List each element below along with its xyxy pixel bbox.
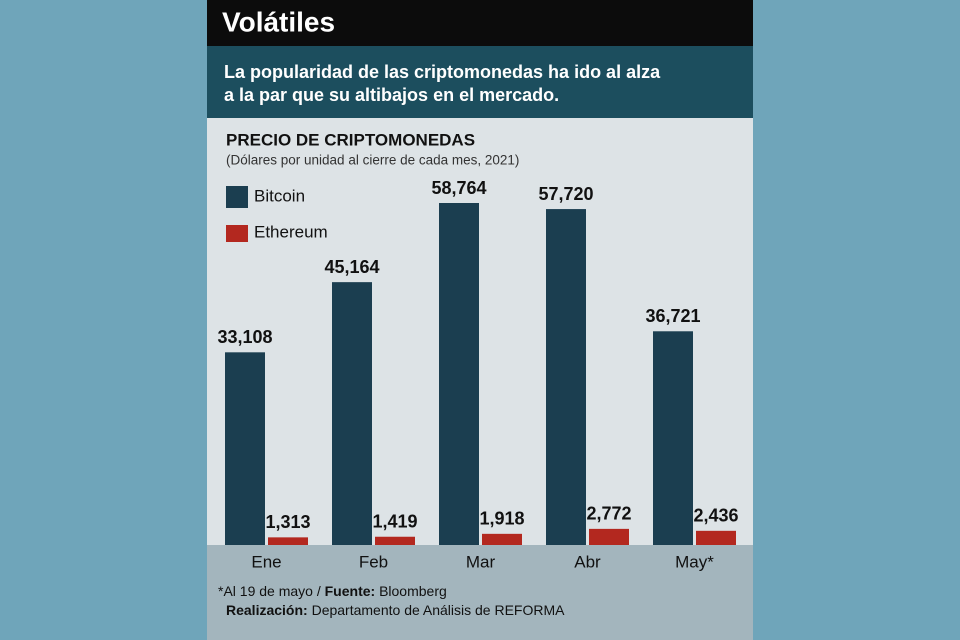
subtitle: La popularidad de las criptomonedas ha i…	[224, 62, 661, 82]
x-tick-label: Feb	[359, 552, 388, 571]
footnote-note: *Al 19 de mayo /	[218, 583, 325, 599]
credit-text: Departamento de Análisis de REFORMA	[308, 602, 565, 618]
units-note: (Dólares por unidad al cierre de cada me…	[226, 153, 519, 168]
bar	[332, 282, 372, 545]
bar	[696, 530, 736, 545]
legend-label: Bitcoin	[254, 186, 305, 205]
x-tick-label: Ene	[251, 552, 281, 571]
headline: Volátiles	[222, 6, 335, 37]
value-label: 36,721	[645, 306, 700, 326]
x-tick-label: Abr	[574, 552, 601, 571]
x-tick-label: May*	[675, 552, 714, 571]
footer-area	[207, 545, 753, 640]
value-label: 58,764	[431, 178, 486, 198]
bar	[653, 331, 693, 545]
chart-title: PRECIO DE CRIPTOMONEDAS	[226, 130, 475, 149]
value-label: 57,720	[538, 184, 593, 204]
bar	[482, 533, 522, 545]
value-label: 33,108	[217, 327, 272, 347]
subtitle: a la par que su altibajos en el mercado.	[224, 85, 559, 105]
credit: Realización: Departamento de Análisis de…	[226, 602, 565, 618]
footnote-source-label: Fuente:	[325, 583, 376, 599]
bar	[268, 537, 308, 545]
bar	[589, 528, 629, 545]
value-label: 2,772	[586, 504, 631, 524]
value-label: 1,419	[372, 511, 417, 531]
header-bar	[207, 0, 753, 46]
bar	[439, 203, 479, 545]
bar	[375, 536, 415, 545]
credit-label: Realización:	[226, 602, 308, 618]
legend-swatch	[226, 225, 248, 242]
value-label: 1,918	[479, 509, 524, 529]
legend-swatch	[226, 186, 248, 208]
subtitle-bar	[207, 46, 753, 118]
x-tick-label: Mar	[466, 552, 496, 571]
footnote: *Al 19 de mayo / Fuente: Bloomberg	[218, 583, 447, 599]
legend-label: Ethereum	[254, 222, 328, 241]
value-label: 45,164	[324, 257, 379, 277]
value-label: 2,436	[693, 506, 738, 526]
bar	[546, 209, 586, 545]
footnote-source: Bloomberg	[375, 583, 447, 599]
value-label: 1,313	[265, 512, 310, 532]
bar	[225, 352, 265, 545]
